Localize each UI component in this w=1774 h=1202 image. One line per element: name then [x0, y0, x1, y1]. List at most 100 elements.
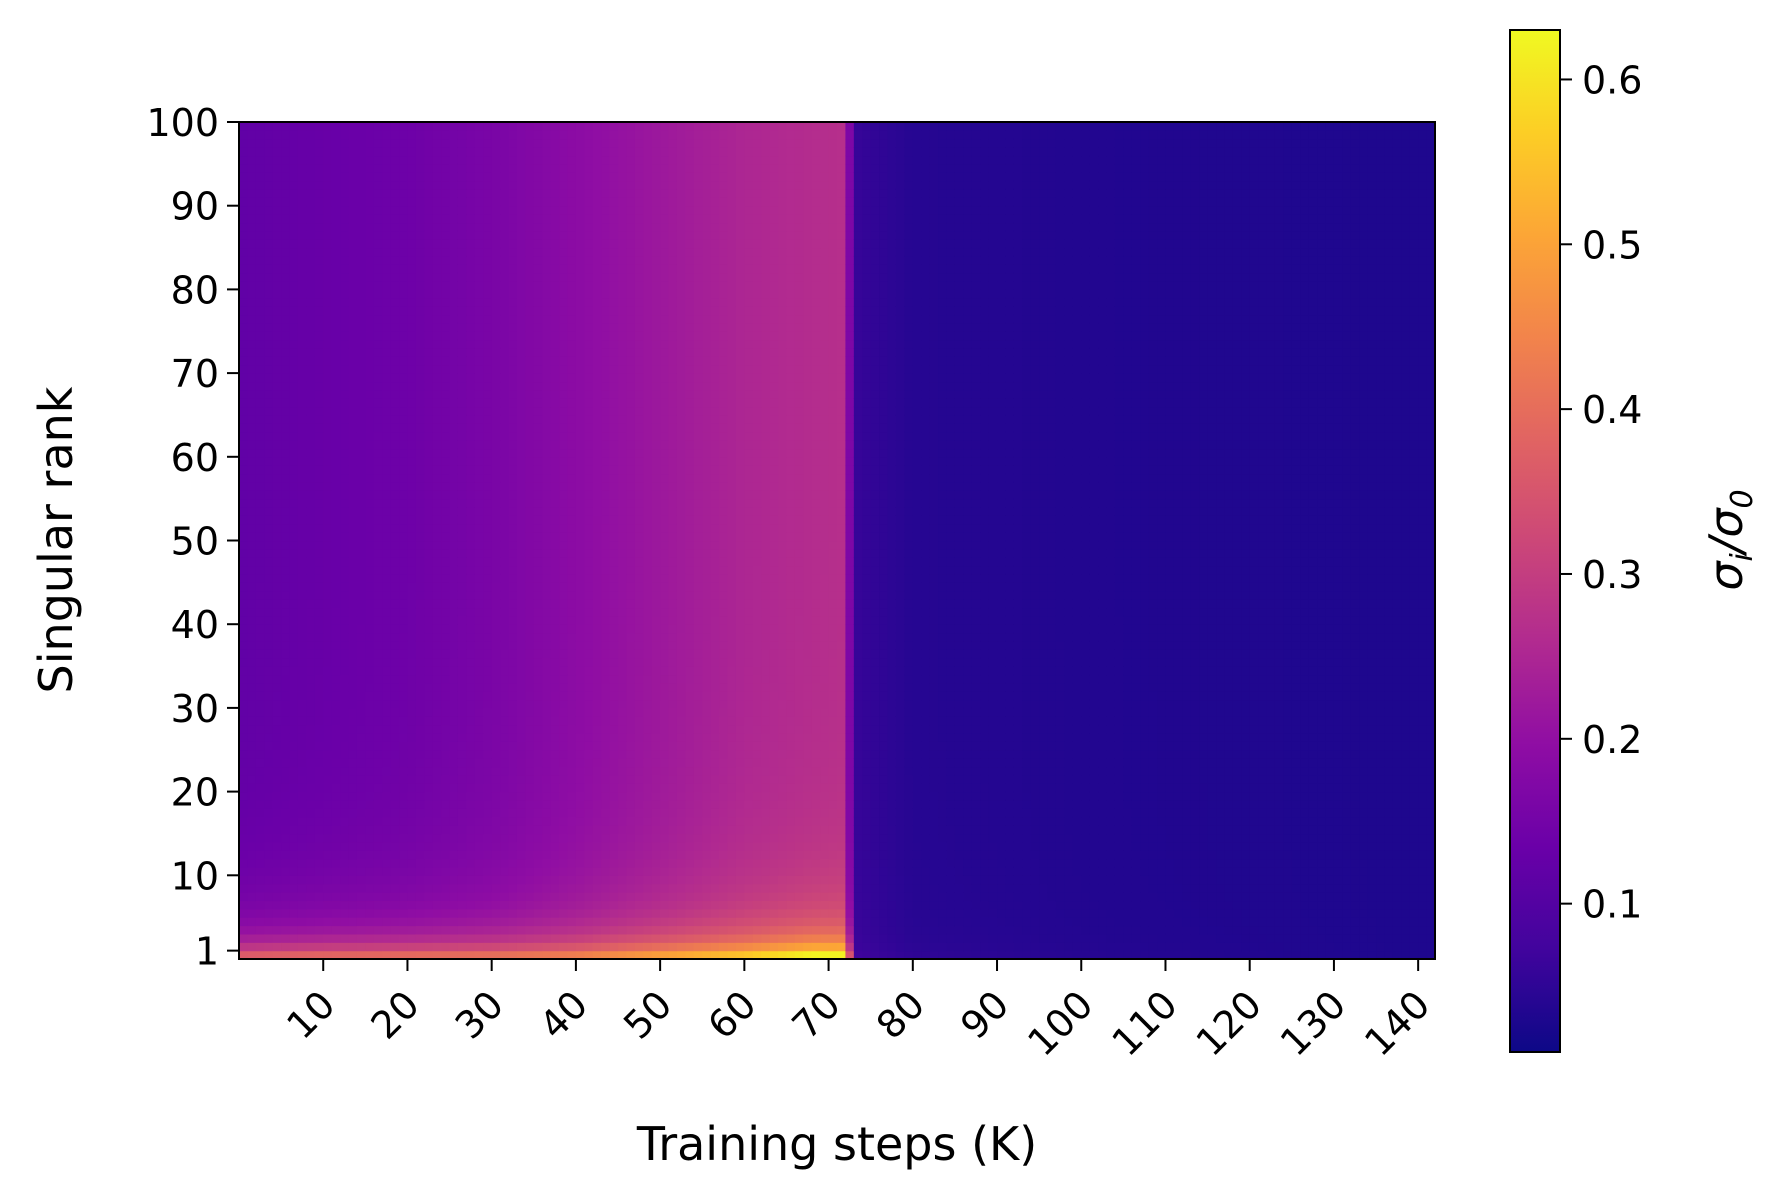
- heatmap-cell: [390, 147, 400, 157]
- heatmap-cell: [415, 163, 425, 173]
- heatmap-cell: [651, 908, 661, 918]
- heatmap-cell: [542, 188, 552, 198]
- heatmap-cell: [508, 448, 518, 458]
- heatmap-cell: [255, 515, 265, 525]
- heatmap-cell: [356, 917, 366, 927]
- heatmap-cell: [483, 699, 493, 709]
- heatmap-cell: [382, 783, 392, 793]
- heatmap-cell: [382, 590, 392, 600]
- heatmap-cell: [340, 272, 350, 282]
- heatmap-cell: [331, 866, 341, 876]
- heatmap-cell: [601, 774, 611, 784]
- heatmap-cell: [609, 431, 619, 441]
- heatmap-cell: [533, 950, 543, 960]
- heatmap-cell: [264, 590, 274, 600]
- heatmap-cell: [500, 448, 510, 458]
- heatmap-cell: [289, 297, 299, 307]
- heatmap-cell: [516, 515, 526, 525]
- heatmap-cell: [601, 791, 611, 801]
- heatmap-cell: [575, 892, 585, 902]
- heatmap-cell: [567, 155, 577, 165]
- heatmap-cell: [331, 532, 341, 542]
- heatmap-cell: [508, 950, 518, 960]
- heatmap-cell: [382, 188, 392, 198]
- heatmap-cell: [415, 322, 425, 332]
- heatmap-cell: [542, 858, 552, 868]
- heatmap-cell: [474, 264, 484, 274]
- heatmap-cell: [382, 490, 392, 500]
- heatmap-cell: [306, 825, 316, 835]
- heatmap-cell: [483, 440, 493, 450]
- heatmap-cell: [239, 498, 249, 508]
- heatmap-cell: [449, 122, 459, 131]
- heatmap-cell: [508, 808, 518, 818]
- heatmap-cell: [516, 297, 526, 307]
- heatmap-cell: [533, 774, 543, 784]
- heatmap-cell: [474, 347, 484, 357]
- heatmap-cell: [592, 557, 602, 567]
- heatmap-cell: [281, 791, 291, 801]
- heatmap-cell: [508, 548, 518, 558]
- heatmap-cell: [584, 239, 594, 249]
- heatmap-cell: [424, 481, 434, 491]
- heatmap-cell: [323, 791, 333, 801]
- heatmap-cell: [399, 523, 409, 533]
- heatmap-cell: [297, 130, 307, 140]
- heatmap-cell: [239, 900, 249, 910]
- heatmap-cell: [323, 716, 333, 726]
- heatmap-cell: [407, 465, 417, 475]
- heatmap-cell: [306, 306, 316, 316]
- heatmap-cell: [340, 833, 350, 843]
- heatmap-cell: [331, 892, 341, 902]
- heatmap-cell: [432, 398, 442, 408]
- heatmap-cell: [592, 657, 602, 667]
- heatmap-cell: [601, 331, 611, 341]
- heatmap-cell: [399, 649, 409, 659]
- heatmap-cell: [466, 331, 476, 341]
- heatmap-cell: [289, 841, 299, 851]
- heatmap-cell: [331, 247, 341, 257]
- heatmap-cell: [618, 799, 628, 809]
- heatmap-cell: [457, 339, 468, 349]
- heatmap-cell: [365, 557, 375, 567]
- heatmap-cell: [525, 188, 535, 198]
- heatmap-cell: [559, 724, 569, 734]
- heatmap-cell: [592, 414, 602, 424]
- heatmap-cell: [424, 682, 434, 692]
- heatmap-cell: [407, 674, 417, 684]
- heatmap-cell: [272, 942, 282, 952]
- heatmap-cell: [390, 783, 400, 793]
- heatmap-cell: [559, 197, 569, 207]
- heatmap-cell: [584, 766, 594, 776]
- heatmap-cell: [264, 473, 274, 483]
- heatmap-cell: [323, 565, 333, 575]
- heatmap-cell: [500, 791, 510, 801]
- heatmap-cell: [609, 615, 619, 625]
- heatmap-cell: [390, 130, 400, 140]
- heatmap-cell: [575, 900, 585, 910]
- heatmap-cell: [651, 850, 661, 860]
- heatmap-cell: [525, 850, 535, 860]
- heatmap-cell: [297, 239, 307, 249]
- heatmap-cell: [500, 615, 510, 625]
- heatmap-cell: [441, 866, 451, 876]
- heatmap-cell: [618, 892, 628, 902]
- heatmap-cell: [474, 850, 484, 860]
- heatmap-cell: [508, 163, 518, 173]
- heatmap-cell: [314, 892, 324, 902]
- heatmap-cell: [567, 758, 577, 768]
- heatmap-cell: [618, 758, 628, 768]
- heatmap-cell: [356, 640, 366, 650]
- heatmap-cell: [407, 398, 417, 408]
- heatmap-cell: [382, 682, 392, 692]
- heatmap-cell: [483, 222, 493, 232]
- heatmap-cell: [592, 540, 602, 550]
- heatmap-cell: [340, 322, 350, 332]
- heatmap-cell: [356, 490, 366, 500]
- heatmap-cell: [348, 825, 358, 835]
- heatmap-cell: [575, 163, 585, 173]
- heatmap-cell: [272, 130, 282, 140]
- heatmap-cell: [356, 364, 366, 374]
- heatmap-cell: [525, 523, 535, 533]
- heatmap-cell: [550, 297, 560, 307]
